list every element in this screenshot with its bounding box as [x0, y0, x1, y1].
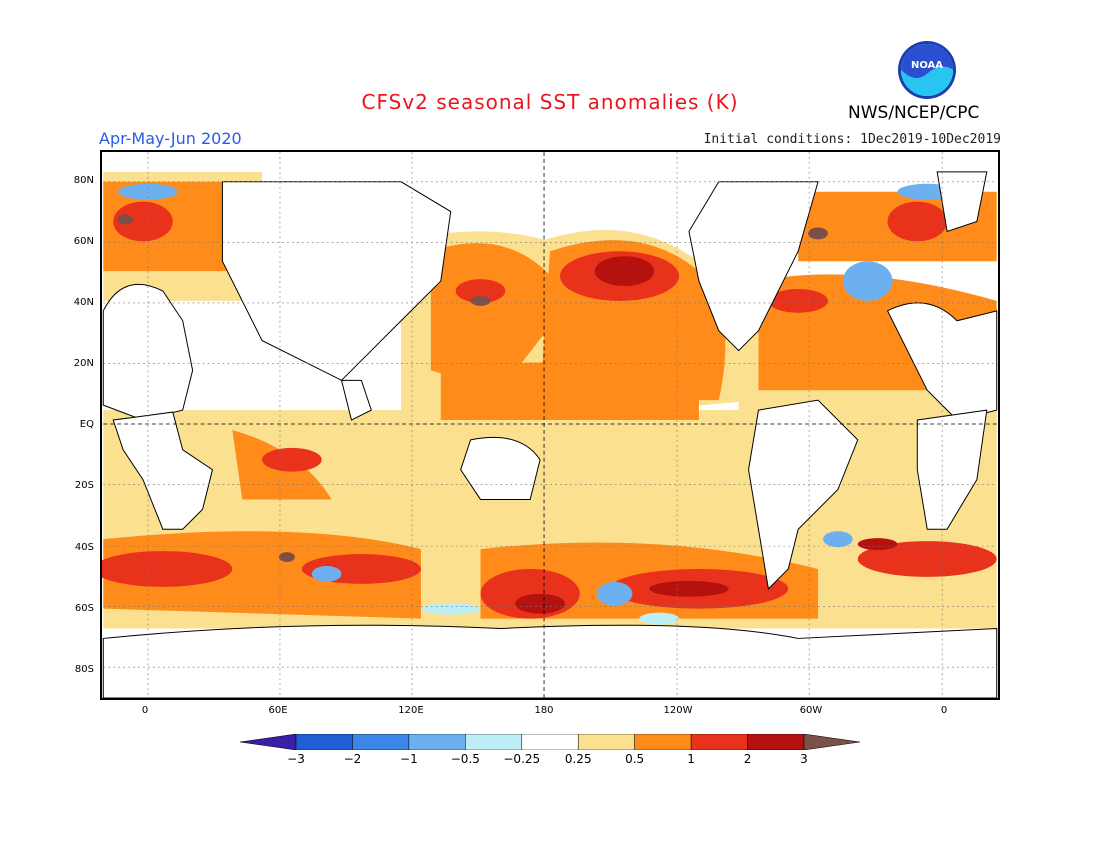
lon-label: 0: [141, 705, 149, 716]
initial-conditions: Initial conditions: 1Dec2019-10Dec2019: [703, 132, 1001, 147]
colorbar-bin: [747, 734, 805, 750]
lat-label: 20S: [74, 480, 94, 491]
forecast-period: Apr-May-Jun 2020: [99, 129, 242, 148]
lat-label: 20N: [73, 358, 94, 369]
colorbar-bin: [352, 734, 410, 750]
equator-dateline: [103, 152, 997, 698]
lat-label: EQ: [79, 419, 94, 430]
colorbar-label: 2: [743, 752, 752, 766]
lon-label: 60W: [799, 705, 823, 716]
colorbar-label: 0.5: [625, 752, 645, 766]
anomaly-extreme: [117, 214, 828, 562]
lat-label: 40S: [74, 542, 94, 553]
chart-title: CFSv2 seasonal SST anomalies (K): [361, 90, 739, 114]
lon-label: 0: [940, 705, 948, 716]
map-canvas: [102, 152, 998, 698]
anomaly-very-hot: [515, 256, 898, 614]
colorbar-label: 3: [800, 752, 808, 766]
colorbar-label: −2: [343, 752, 362, 766]
colorbar-label: −0.25: [503, 752, 541, 766]
lat-label: 40N: [73, 297, 94, 308]
colorbar-label: 1: [687, 752, 695, 766]
land-masses: [102, 171, 998, 698]
colorbar-bin: [521, 734, 579, 750]
colorbar-label: −3: [287, 752, 305, 766]
colorbar-bin: [240, 734, 297, 750]
colorbar-label: 0.25: [564, 752, 592, 766]
lat-label: 60N: [73, 236, 94, 247]
lon-label: 120E: [398, 705, 424, 716]
colorbar-label: −0.5: [450, 752, 480, 766]
agency-name: NWS/NCEP/CPC: [848, 103, 980, 123]
colorbar-bin: [690, 734, 748, 750]
gridlines: [103, 152, 997, 698]
noaa-logo: NOAA: [898, 41, 956, 99]
lat-label: 80N: [73, 175, 94, 186]
colorbar-bin: [408, 734, 466, 750]
colorbar-bin: [295, 734, 353, 750]
colorbar-bin: [803, 734, 860, 750]
logo-text: NOAA: [911, 60, 943, 71]
colorbar-bin: [577, 734, 635, 750]
colorbar-label: −1: [400, 752, 418, 766]
lon-label: 60E: [268, 705, 288, 716]
lon-label: 120W: [663, 705, 693, 716]
colorbar-bin: [634, 734, 692, 750]
lat-label: 60S: [74, 603, 94, 614]
lat-label: 80S: [74, 664, 94, 675]
colorbar-bin: [465, 734, 523, 750]
sst-anomaly-map: [100, 150, 1000, 700]
lon-label: 180: [534, 705, 554, 716]
colorbar: [240, 734, 860, 750]
